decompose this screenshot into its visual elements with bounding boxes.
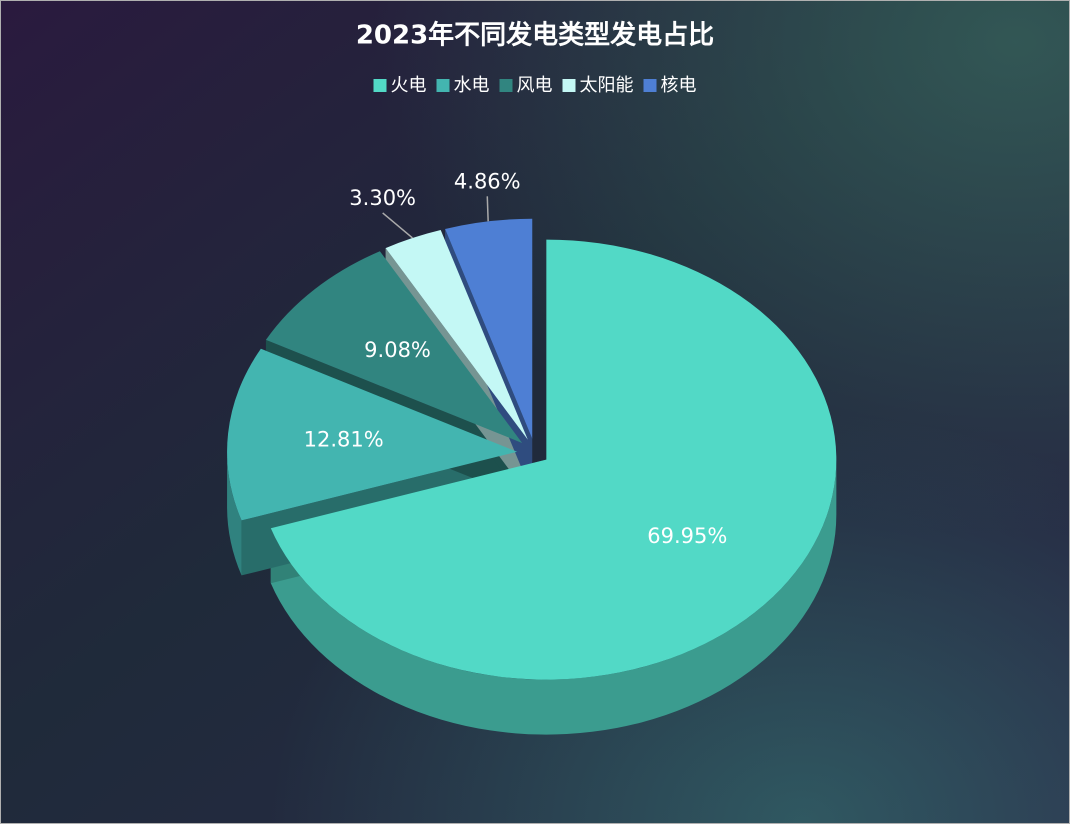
- legend-swatch: [373, 79, 387, 92]
- legend: 火电 水电 风电 太阳能 核电: [373, 75, 697, 96]
- legend-swatch: [643, 79, 657, 92]
- slice: [265, 251, 523, 443]
- pie: 69.95% 12.81% 9.08% 3.30% 4.86%: [227, 169, 837, 680]
- data-label: 9.08%: [364, 338, 431, 362]
- data-label: 3.30%: [349, 186, 416, 210]
- legend-swatch: [499, 79, 513, 92]
- legend-label: 火电: [391, 75, 427, 96]
- data-label: 12.81%: [304, 428, 384, 452]
- slice: [445, 218, 533, 439]
- data-label: 4.86%: [454, 169, 521, 193]
- slice-wall: [227, 451, 242, 576]
- leader-line: [382, 212, 413, 239]
- legend-label: 水电: [454, 75, 490, 96]
- leader-line: [486, 196, 489, 222]
- legend-label: 太阳能: [580, 75, 634, 96]
- legend-swatch: [562, 79, 576, 92]
- data-label: 69.95%: [647, 524, 727, 548]
- slice: [227, 348, 518, 521]
- slice: [385, 229, 528, 440]
- slice-wall: [270, 459, 837, 735]
- legend-swatch: [436, 79, 450, 92]
- legend-label: 风电: [517, 75, 553, 96]
- legend-label: 核电: [661, 75, 697, 96]
- slice: [270, 239, 837, 680]
- chart-title: 2023年不同发电类型发电占比: [356, 20, 714, 51]
